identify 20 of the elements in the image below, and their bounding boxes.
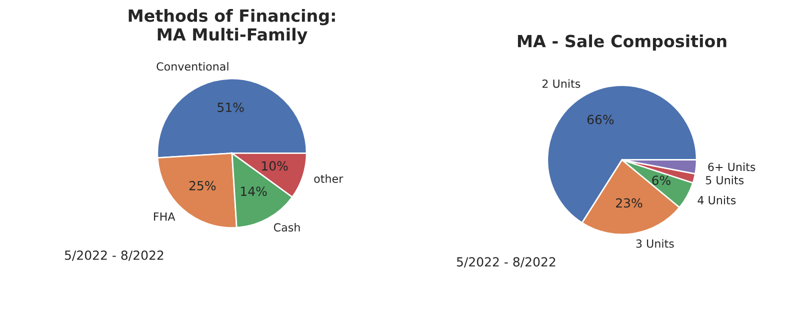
data-label: 6%	[652, 176, 670, 186]
text: 5/2022 - 8/2022	[456, 257, 556, 268]
slice-label: 3 Units	[636, 239, 674, 248]
slice-label: Conventional	[156, 62, 228, 71]
data-label: 66%	[587, 114, 614, 124]
data-label: 23%	[616, 198, 642, 208]
slice-label: other	[314, 174, 344, 183]
slice-label: 2 Units	[542, 79, 580, 88]
slice-label: 6+ Units	[708, 162, 756, 172]
slice-label: FHA	[154, 212, 176, 221]
slice-label: Cash	[274, 222, 300, 232]
data-label: 10%	[262, 161, 288, 171]
chart-title: Methods of Financing: MA Multi-Family	[128, 9, 335, 44]
slice-label: 4 Units	[698, 196, 736, 204]
data-label: 51%	[218, 102, 244, 112]
slice-label: 5 Units	[706, 176, 744, 184]
text: 5/2022 - 8/2022	[64, 250, 164, 261]
data-label: 25%	[189, 180, 216, 190]
data-label: 14%	[241, 186, 267, 196]
chart-title: MA - Sale Composition	[518, 34, 726, 51]
